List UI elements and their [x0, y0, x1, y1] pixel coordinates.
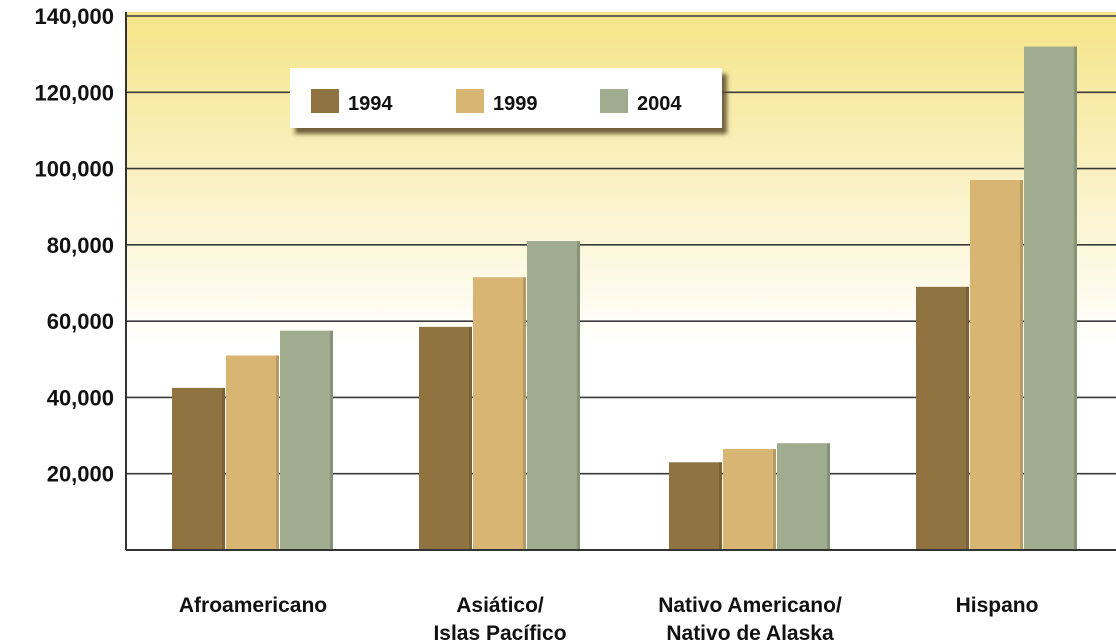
bar-shade	[719, 462, 722, 550]
bar-shade	[469, 326, 472, 550]
bar-shade	[276, 355, 279, 550]
legend-swatch-1999	[456, 89, 484, 113]
x-axis-category-labels: Afroamericano Asiático/Islas Pacífico Nati…	[179, 594, 1039, 642]
x-category-label: Nativo de Alaska	[666, 622, 834, 642]
legend-swatch-1994	[311, 89, 339, 113]
bar-shade	[827, 443, 830, 550]
legend-label: 1994	[348, 93, 393, 115]
bar-shade	[222, 387, 225, 550]
legend-label: 1999	[493, 93, 538, 115]
bar-2004-3	[1024, 46, 1077, 551]
y-tick-label: 140,000	[34, 4, 114, 29]
x-category-label: Nativo Americano/	[658, 594, 842, 617]
bar-shade	[1074, 46, 1077, 551]
bar-2004-0	[280, 330, 333, 550]
bar-1999-1	[473, 277, 526, 550]
y-tick-label: 120,000	[34, 80, 114, 105]
bar-shade	[1020, 180, 1023, 550]
bar-shade	[577, 241, 580, 551]
bars	[172, 46, 1077, 551]
y-tick-label: 80,000	[47, 233, 114, 258]
x-category-label: Afroamericano	[179, 594, 327, 617]
legend-box	[290, 68, 722, 128]
y-tick-label: 100,000	[34, 157, 114, 182]
bar-1994-1	[419, 326, 472, 550]
x-category-label: Hispano	[956, 594, 1039, 617]
bar-1999-3	[970, 180, 1023, 550]
bar-1999-0	[226, 355, 279, 550]
bar-1994-2	[669, 462, 722, 550]
bar-shade	[966, 286, 969, 550]
axes	[125, 12, 1116, 551]
y-tick-label: 40,000	[47, 385, 114, 410]
x-category-label: Asiático/	[456, 594, 544, 617]
bar-1999-2	[723, 448, 776, 550]
bar-1994-0	[172, 387, 225, 550]
legend-label: 2004	[637, 93, 682, 115]
legend: 1994 1999 2004	[290, 68, 722, 128]
legend-swatch-2004	[600, 89, 628, 113]
bar-1994-3	[916, 286, 969, 550]
bar-2004-2	[777, 443, 830, 550]
bar-2004-1	[527, 241, 580, 551]
bar-shade	[523, 277, 526, 550]
y-axis-tick-labels: 20,000 40,000 60,000 80,000 100,000 120,000 14…	[34, 4, 114, 487]
bar-shade	[773, 448, 776, 550]
y-tick-label: 60,000	[47, 309, 114, 334]
y-tick-label: 20,000	[47, 462, 114, 487]
x-category-label: Islas Pacífico	[433, 622, 566, 642]
bar-shade	[330, 330, 333, 550]
